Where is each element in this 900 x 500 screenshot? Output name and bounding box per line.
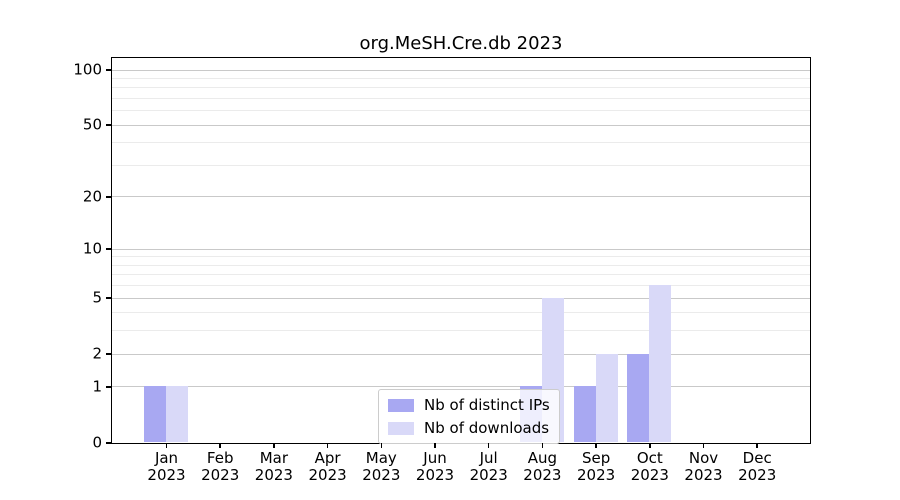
gridline-major — [111, 353, 810, 355]
legend-label-downloads: Nb of downloads — [424, 419, 550, 437]
bar-jan-downloads — [166, 386, 188, 443]
x-tick-mark — [487, 443, 490, 448]
y-tick-label: 2 — [92, 344, 102, 363]
x-tick-label: Feb 2023 — [201, 449, 240, 484]
gridline-minor — [111, 312, 810, 314]
x-tick-label: Oct 2023 — [630, 449, 669, 484]
legend-swatch-distinct-ips — [388, 398, 414, 412]
gridline-minor — [111, 77, 810, 79]
y-tick-mark — [106, 297, 112, 299]
x-tick-label: Sep 2023 — [577, 449, 616, 484]
x-tick-mark — [273, 443, 275, 448]
bar-oct-downloads — [649, 285, 672, 443]
y-tick-mark — [106, 386, 112, 388]
x-tick-mark — [165, 443, 168, 448]
legend-swatch-downloads — [388, 421, 414, 435]
gridline-minor — [111, 285, 810, 287]
bar-jan-distinct-ips — [144, 386, 166, 443]
x-tick-mark — [219, 443, 221, 448]
gridline-major — [111, 248, 810, 250]
legend: Nb of distinct IPs Nb of downloads — [378, 389, 560, 444]
y-tick-label: 1 — [92, 377, 102, 396]
gridline-minor — [111, 87, 810, 89]
legend-item-distinct-ips: Nb of distinct IPs — [388, 396, 550, 414]
x-tick-label: Apr 2023 — [308, 449, 347, 484]
x-tick-label: May 2023 — [362, 449, 401, 484]
bar-sep-distinct-ips — [573, 386, 596, 443]
x-tick-mark — [541, 443, 544, 448]
x-tick-label: Jun 2023 — [415, 449, 455, 484]
gridline-major — [111, 297, 810, 299]
y-tick-label: 0 — [92, 433, 102, 452]
y-tick-label: 20 — [82, 187, 102, 206]
x-tick-label: Jan 2023 — [147, 449, 186, 484]
gridline-minor — [111, 274, 810, 276]
x-tick-label: Dec 2023 — [738, 449, 777, 484]
gridline-minor — [111, 142, 810, 144]
x-tick-label: Nov 2023 — [684, 449, 723, 484]
y-tick-mark — [106, 442, 112, 444]
gridline-minor — [111, 264, 810, 266]
gridline-minor — [111, 97, 810, 99]
x-tick-mark — [595, 443, 597, 448]
x-tick-mark — [434, 443, 436, 448]
y-tick-mark — [106, 248, 112, 250]
y-tick-mark — [106, 353, 112, 355]
gridline-minor — [111, 164, 810, 166]
gridline-minor — [111, 330, 810, 332]
bar-sep-downloads — [595, 353, 618, 443]
x-tick-mark — [380, 443, 383, 448]
y-tick-label: 5 — [92, 288, 102, 307]
gridline-major — [111, 386, 810, 388]
legend-item-downloads: Nb of downloads — [388, 419, 550, 437]
x-tick-label: Aug 2023 — [523, 449, 562, 484]
y-tick-mark — [106, 69, 112, 71]
chart-title: org.MeSH.Cre.db 2023 — [359, 33, 563, 54]
legend-label-distinct-ips: Nb of distinct IPs — [424, 396, 550, 414]
y-tick-label: 50 — [82, 115, 102, 134]
x-tick-mark — [326, 443, 329, 448]
gridline-major — [111, 124, 810, 126]
x-tick-mark — [702, 443, 705, 448]
gridline-major — [111, 69, 810, 71]
x-tick-label: Mar 2023 — [254, 449, 293, 484]
gridline-minor — [111, 110, 810, 112]
y-tick-mark — [106, 124, 112, 126]
y-tick-label: 10 — [82, 239, 102, 258]
y-tick-mark — [106, 196, 112, 198]
x-tick-label: Jul 2023 — [469, 449, 508, 484]
x-tick-mark — [756, 443, 758, 448]
x-tick-mark — [649, 443, 651, 448]
bar-oct-distinct-ips — [627, 353, 650, 443]
y-tick-label: 100 — [73, 60, 102, 79]
plot-area — [110, 56, 811, 444]
gridline-major — [111, 196, 810, 198]
gridline-minor — [111, 256, 810, 258]
